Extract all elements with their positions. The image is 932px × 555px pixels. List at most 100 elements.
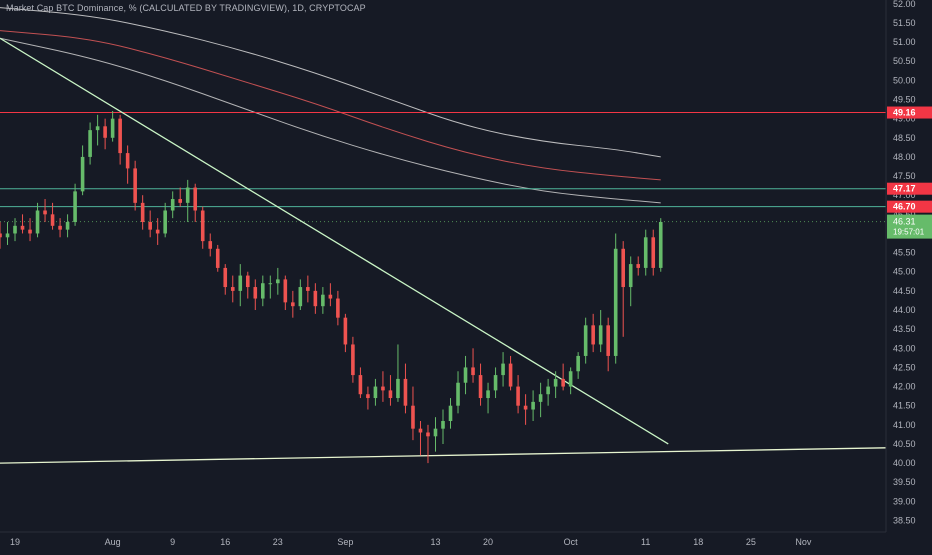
candle-73 [538,382,543,418]
candle-body [321,294,325,307]
candle-11 [73,183,77,226]
candle-body [471,367,475,376]
price-lines-layer [0,112,886,223]
candle-body [193,187,198,211]
y-tick-label: 44.00 [893,305,916,315]
candle-57 [418,421,423,456]
candle-71 [523,394,528,425]
candle-66 [486,382,490,414]
candle-7 [43,199,47,222]
candle-67 [493,367,498,399]
price-tag-2 [887,182,932,195]
candle-body [373,386,378,399]
candle-body [456,382,460,406]
candle-body [531,401,535,410]
price-tag-label: 47.17 [893,184,916,194]
candle-65 [478,363,483,406]
candle-30 [215,244,220,272]
candle-87 [643,229,648,276]
candle-body [208,241,213,249]
y-tick-label: 43.50 [893,324,916,334]
candle-36 [260,275,265,307]
candle-22 [155,218,160,245]
candle-body [140,202,145,222]
candle-body [613,248,618,356]
price-tag-label: 49.16 [893,108,916,118]
candle-body [155,229,160,234]
candle-6 [35,202,40,238]
x-tick-label: Sep [337,537,353,547]
candle-body [200,210,205,242]
candle-43 [313,283,318,314]
candle-body [13,225,17,234]
candle-40 [291,290,295,318]
candle-body [508,363,513,387]
candle-58 [426,424,430,464]
y-tick-label: 47.50 [893,171,916,181]
candle-84 [621,241,626,337]
x-tick-label: Oct [564,537,579,547]
y-tick-label: 42.00 [893,382,916,392]
y-tick-label: 51.00 [893,37,916,47]
candle-body [328,294,333,299]
candle-14 [95,114,100,146]
candle-26 [185,179,190,222]
candle-body [110,118,115,138]
candle-body [426,432,430,437]
candle-body [260,283,265,299]
candle-28 [200,206,205,249]
candle-body [351,344,355,376]
candle-50 [366,386,370,410]
candles-layer [0,110,663,464]
candle-56 [411,386,415,441]
candle-body [28,229,32,234]
candle-body [598,325,603,345]
candle-body [606,325,610,356]
candle-body [621,248,626,288]
candle-body [538,394,543,402]
candle-body [5,233,10,238]
x-tick-label: 23 [273,537,283,547]
last-price-countdown: 19:57:01 [893,228,925,237]
last-price-label: 46.31 [893,217,916,227]
candle-body [58,225,62,230]
y-tick-label: 46.50 [893,209,916,219]
candle-83 [613,233,618,364]
moving-average-line-1 [0,7,661,158]
y-tick-label: 50.50 [893,56,916,66]
y-tick-label: 40.50 [893,439,916,449]
candle-76 [561,363,565,391]
candle-body [65,221,70,230]
candle-body [283,279,288,303]
candle-35 [253,279,258,311]
moving-average-line-3 [0,37,661,204]
candle-54 [396,344,400,402]
candle-body [245,275,250,288]
candle-body [628,264,633,288]
time-axis[interactable]: 19 Aug 9 16 23 Sep 13 20 Oct 11 18 25 Nov [10,537,812,547]
candle-body [441,421,445,429]
candle-19 [133,160,137,211]
candle-2 [5,221,10,245]
candle-18 [125,145,130,184]
candle-body [493,375,498,391]
candle-69 [508,355,513,391]
y-tick-label: 44.50 [893,286,916,296]
x-tick-label: 11 [641,537,650,547]
x-tick-label: 18 [693,537,703,547]
price-tag-label: 46.70 [893,202,916,212]
y-tick-label: 42.50 [893,362,916,372]
candle-62 [456,371,460,414]
candle-12 [80,145,85,196]
x-tick-label: 20 [483,537,493,547]
last-price-tag [887,214,932,239]
candle-23 [163,202,167,238]
x-tick-label: 19 [10,537,20,547]
candle-body [358,375,363,395]
y-tick-label: 41.00 [893,420,916,430]
candle-75 [553,371,558,399]
candle-body [73,191,77,222]
